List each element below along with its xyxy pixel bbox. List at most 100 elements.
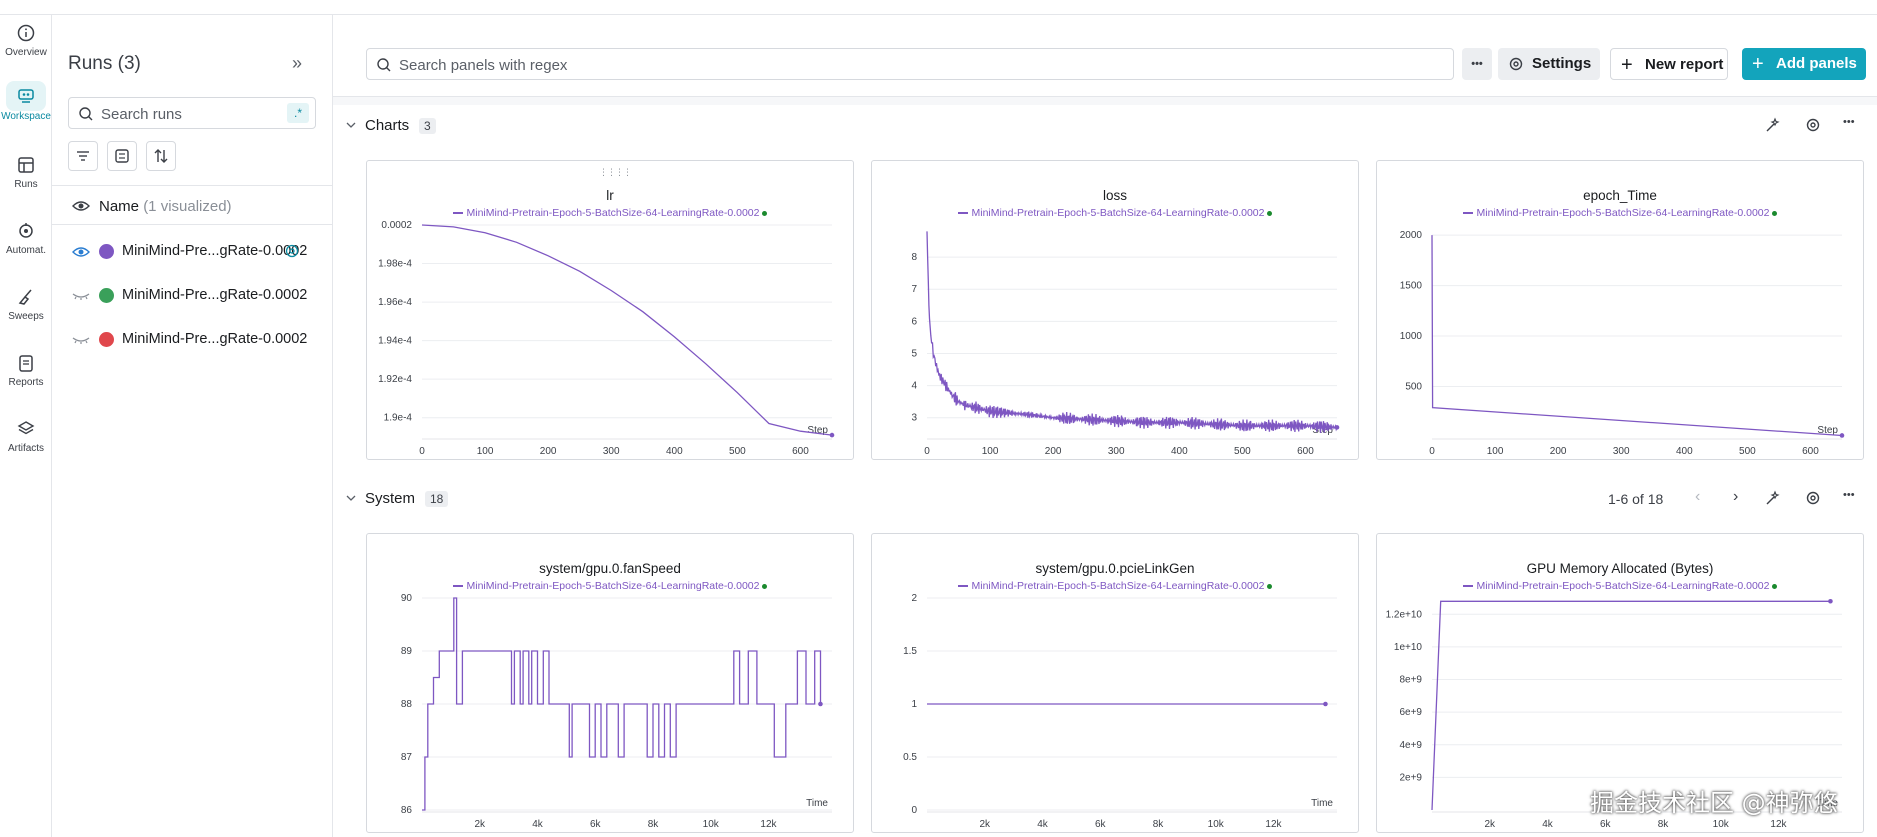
run-row[interactable]: MiniMind-Pre...gRate-0.0002 bbox=[52, 231, 333, 271]
x-tick-label: 500 bbox=[1234, 446, 1251, 457]
nav-workspace[interactable]: Workspace bbox=[0, 81, 52, 137]
x-tick-label: 12k bbox=[1770, 819, 1787, 830]
run-name[interactable]: MiniMind-Pre...gRate-0.0002 bbox=[122, 331, 308, 347]
name-column-header[interactable]: Name bbox=[99, 198, 140, 215]
eye-hidden-icon[interactable] bbox=[72, 333, 90, 347]
nav-reports[interactable]: Reports bbox=[0, 349, 52, 405]
x-tick-label: 600 bbox=[1802, 446, 1819, 457]
drag-handle-icon[interactable]: ⋮⋮⋮⋮ bbox=[599, 167, 632, 177]
x-axis-label: Step bbox=[807, 425, 828, 436]
nav-label: Sweeps bbox=[8, 311, 44, 322]
series-end-point bbox=[1839, 433, 1845, 438]
regex-toggle[interactable]: .* bbox=[287, 103, 309, 123]
search-icon bbox=[377, 58, 391, 72]
series-end-point bbox=[1828, 598, 1833, 604]
chart-legend: MiniMind-Pretrain-Epoch-5-BatchSize-64-L… bbox=[1377, 580, 1863, 592]
nav-label: Automat. bbox=[5, 245, 47, 256]
run-row[interactable]: MiniMind-Pre...gRate-0.0002 bbox=[52, 275, 333, 315]
chart-legend: MiniMind-Pretrain-Epoch-5-BatchSize-64-L… bbox=[872, 580, 1358, 592]
search-icon bbox=[79, 107, 93, 121]
chevron-down-icon[interactable] bbox=[346, 494, 356, 502]
magic-wand-icon[interactable] bbox=[1764, 117, 1780, 133]
group-button[interactable] bbox=[107, 141, 137, 171]
gear-icon[interactable] bbox=[1805, 117, 1821, 133]
eye-icon[interactable] bbox=[72, 199, 90, 213]
runs-title: Runs (3) bbox=[68, 53, 141, 74]
chart-panel-lr[interactable]: ⋮⋮⋮⋮ lr MiniMind-Pretrain-Epoch-5-BatchS… bbox=[366, 160, 854, 460]
nav-sweeps[interactable]: Sweeps bbox=[0, 283, 52, 339]
add-panels-button[interactable]: + Add panels bbox=[1742, 48, 1866, 80]
chart-panel-epoch-time[interactable]: epoch_Time MiniMind-Pretrain-Epoch-5-Bat… bbox=[1376, 160, 1864, 460]
more-options-icon[interactable]: ••• bbox=[1843, 489, 1855, 501]
sort-button[interactable] bbox=[146, 141, 176, 171]
x-tick-label: 6k bbox=[590, 819, 602, 830]
settings-icon[interactable] bbox=[284, 243, 300, 259]
chart-panel-loss[interactable]: loss MiniMind-Pretrain-Epoch-5-BatchSize… bbox=[871, 160, 1359, 460]
filter-button[interactable] bbox=[68, 141, 98, 171]
run-row[interactable]: MiniMind-Pre...gRate-0.0002 bbox=[52, 319, 333, 359]
table-icon bbox=[18, 157, 34, 173]
workspace-main: Search panels with regex ••• Settings + … bbox=[333, 15, 1877, 837]
run-name[interactable]: MiniMind-Pre...gRate-0.0002 bbox=[122, 287, 308, 303]
eye-visible-icon[interactable] bbox=[72, 245, 90, 259]
y-tick-label: 2000 bbox=[1400, 230, 1423, 241]
nav-artifacts[interactable]: Artifacts bbox=[0, 415, 52, 471]
x-axis-label: Step bbox=[1817, 425, 1838, 436]
x-tick-label: 0 bbox=[419, 446, 425, 457]
y-tick-label: 1500 bbox=[1400, 281, 1423, 292]
run-color-dot[interactable] bbox=[99, 244, 114, 259]
nav-automations[interactable]: Automat. bbox=[0, 217, 52, 273]
nav-overview[interactable]: Overview bbox=[0, 19, 52, 75]
x-tick-label: 12k bbox=[760, 819, 777, 830]
runs-sidebar: Runs (3) » Search runs .* Name (1 visual… bbox=[52, 15, 333, 837]
runs-search-input[interactable]: Search runs .* bbox=[68, 97, 316, 129]
run-color-dot[interactable] bbox=[99, 332, 114, 347]
x-tick-label: 200 bbox=[1550, 446, 1567, 457]
system-section-header[interactable]: System 18 1-6 of 18 ‹ › ••• bbox=[333, 478, 1877, 518]
y-tick-label: 0.0002 bbox=[381, 220, 412, 231]
new-report-button[interactable]: + New report bbox=[1610, 48, 1728, 80]
y-tick-label: 6e+9 bbox=[1399, 707, 1422, 718]
y-tick-label: 1.5 bbox=[903, 646, 917, 657]
chart-title: GPU Memory Allocated (Bytes) bbox=[1526, 561, 1714, 576]
chart-panel-pcielinkgen[interactable]: system/gpu.0.pcieLinkGen MiniMind-Pretra… bbox=[871, 533, 1359, 833]
more-options-button[interactable]: ••• bbox=[1462, 48, 1492, 80]
magic-wand-icon[interactable] bbox=[1764, 490, 1780, 506]
chevron-down-icon[interactable] bbox=[346, 121, 356, 129]
chart-panel-fanspeed[interactable]: system/gpu.0.fanSpeed MiniMind-Pretrain-… bbox=[366, 533, 854, 833]
x-tick-label: 10k bbox=[1208, 819, 1225, 830]
nav-runs[interactable]: Runs bbox=[0, 151, 52, 207]
x-tick-label: 100 bbox=[1487, 446, 1504, 457]
run-color-dot[interactable] bbox=[99, 288, 114, 303]
x-tick-label: 500 bbox=[1739, 446, 1756, 457]
y-tick-label: 90 bbox=[401, 593, 413, 604]
chart-panel-gpu-memory[interactable]: GPU Memory Allocated (Bytes) MiniMind-Pr… bbox=[1376, 533, 1864, 833]
more-options-icon[interactable]: ••• bbox=[1843, 116, 1855, 128]
y-tick-label: 4 bbox=[911, 381, 917, 392]
chart-plot: 2000 1500 1000 500 0 100 200 300 400 500 600 Step bbox=[1400, 230, 1845, 457]
x-tick-label: 12k bbox=[1265, 819, 1282, 830]
y-tick-label: 1e+10 bbox=[1394, 642, 1423, 653]
run-name[interactable]: MiniMind-Pre...gRate-0.0002 bbox=[122, 243, 308, 259]
gear-icon[interactable] bbox=[1805, 490, 1821, 506]
series-end-point bbox=[818, 701, 823, 707]
x-tick-label: 400 bbox=[1676, 446, 1693, 457]
left-nav: Overview Workspace Runs Automat. Sweeps … bbox=[0, 15, 52, 837]
y-tick-label: 1.92e-4 bbox=[378, 374, 412, 385]
system-section: System 18 1-6 of 18 ‹ › ••• system/gpu.0… bbox=[333, 478, 1877, 837]
x-tick-label: 2k bbox=[474, 819, 486, 830]
sort-icon bbox=[154, 149, 168, 163]
x-axis-label: Time bbox=[1816, 798, 1838, 809]
charts-section-header[interactable]: Charts 3 ••• bbox=[333, 105, 1877, 145]
x-tick-label: 200 bbox=[1045, 446, 1062, 457]
chevron-right-icon[interactable]: › bbox=[1733, 488, 1739, 505]
panel-search-input[interactable]: Search panels with regex bbox=[366, 48, 1454, 80]
y-tick-label: 3 bbox=[911, 413, 917, 424]
x-tick-label: 4k bbox=[1037, 819, 1049, 830]
collapse-sidebar-icon[interactable]: » bbox=[292, 53, 303, 73]
x-tick-label: 2k bbox=[979, 819, 991, 830]
chevron-left-icon[interactable]: ‹ bbox=[1695, 488, 1701, 505]
settings-button[interactable]: Settings bbox=[1498, 48, 1600, 80]
x-tick-label: 300 bbox=[603, 446, 620, 457]
eye-hidden-icon[interactable] bbox=[72, 289, 90, 303]
